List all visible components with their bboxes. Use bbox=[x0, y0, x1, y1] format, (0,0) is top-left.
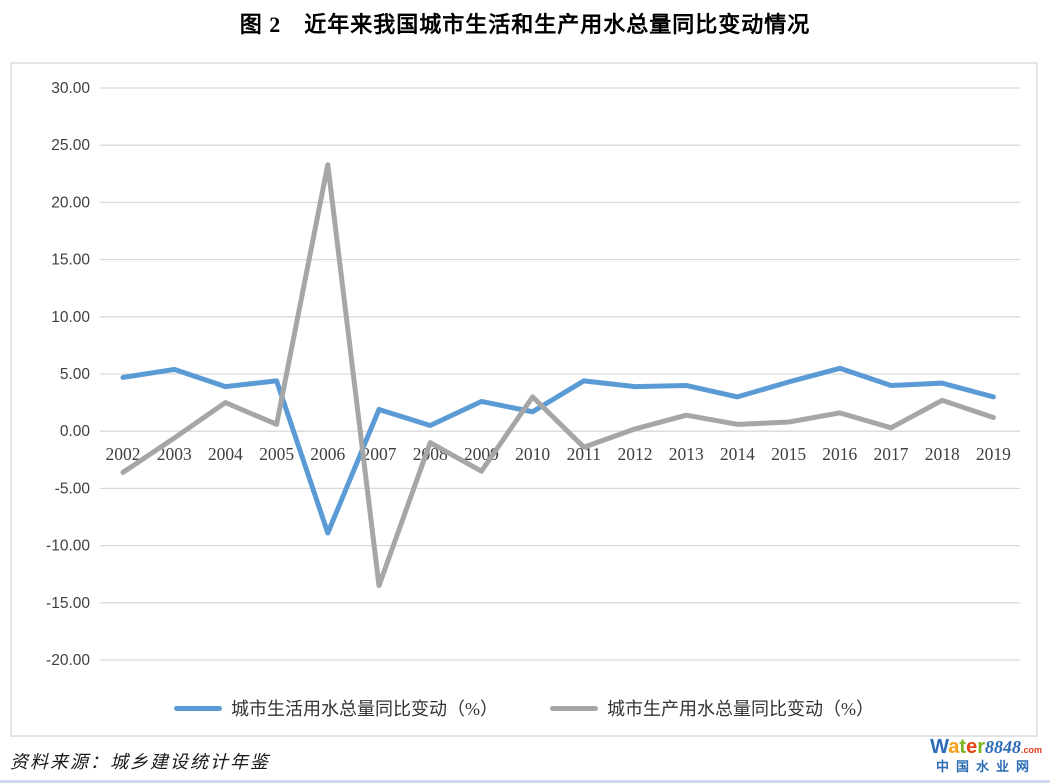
x-axis-label: 2014 bbox=[720, 444, 755, 464]
x-axis-label: 2011 bbox=[567, 444, 601, 464]
logo-letter: a bbox=[948, 736, 960, 758]
x-axis-label: 2013 bbox=[669, 444, 704, 464]
y-axis-label: 5.00 bbox=[60, 366, 91, 383]
bottom-border bbox=[0, 780, 1050, 783]
legend-swatch bbox=[550, 705, 598, 711]
logo-wordmark: Water8848.com bbox=[930, 737, 1042, 758]
legend-item: 城市生活用水总量同比变动（%） bbox=[174, 695, 498, 721]
y-axis-label: 20.00 bbox=[51, 194, 90, 211]
logo-letter: t bbox=[959, 736, 967, 758]
logo-number: 8848 bbox=[984, 737, 1021, 757]
x-axis-label: 2003 bbox=[157, 444, 192, 464]
x-axis-label: 2016 bbox=[822, 444, 857, 464]
logo-letter: e bbox=[966, 736, 978, 758]
y-axis-label: -15.00 bbox=[46, 595, 90, 612]
logo-letter: W bbox=[930, 736, 949, 758]
legend-label: 城市生产用水总量同比变动（%） bbox=[607, 699, 874, 719]
water8848-logo[interactable]: Water8848.com 中国水业网 bbox=[930, 737, 1042, 774]
x-axis-label: 2010 bbox=[515, 444, 550, 464]
logo-subtitle: 中国水业网 bbox=[936, 759, 1037, 774]
y-axis-label: 15.00 bbox=[51, 252, 90, 269]
x-axis-label: 2002 bbox=[106, 444, 141, 464]
logo-tld: .com bbox=[1020, 745, 1042, 755]
y-axis-label: 0.00 bbox=[60, 423, 91, 440]
x-axis-label: 2017 bbox=[874, 444, 909, 464]
y-axis-label: 10.00 bbox=[51, 309, 90, 326]
y-axis-label: 25.00 bbox=[51, 137, 90, 154]
chart-frame: 30.00 25.00 20.00 15.00 10.00 5.00 0.00 -5.00 -1… bbox=[10, 62, 1038, 737]
logo-letter: r bbox=[977, 736, 985, 758]
x-axis-label: 2007 bbox=[362, 444, 397, 464]
x-axis-label: 2004 bbox=[208, 444, 243, 464]
y-axis-label: -5.00 bbox=[55, 480, 91, 497]
page-title: 图 2 近年来我国城市生活和生产用水总量同比变动情况 bbox=[239, 12, 811, 37]
y-axis-label: -20.00 bbox=[46, 652, 90, 669]
x-axis-label: 2012 bbox=[618, 444, 653, 464]
legend-swatch bbox=[174, 705, 222, 711]
source-note: 资料来源：城乡建设统计年鉴 bbox=[10, 752, 270, 772]
legend-item: 城市生产用水总量同比变动（%） bbox=[550, 695, 874, 721]
x-axis-label: 2018 bbox=[925, 444, 960, 464]
x-axis-label: 2006 bbox=[310, 444, 345, 464]
x-axis-label: 2015 bbox=[771, 444, 806, 464]
chart-plot-area: 30.00 25.00 20.00 15.00 10.00 5.00 0.00 -5.00 -1… bbox=[46, 80, 1020, 669]
x-axis-label: 2005 bbox=[259, 444, 294, 464]
y-axis-label: 30.00 bbox=[51, 80, 90, 97]
x-axis-label: 2019 bbox=[976, 444, 1011, 464]
chart-legend: 城市生活用水总量同比变动（%） 城市生产用水总量同比变动（%） bbox=[12, 695, 1036, 721]
series-line-0 bbox=[120, 365, 996, 536]
y-axis-label: -10.00 bbox=[46, 538, 90, 555]
series-line-1 bbox=[120, 162, 996, 589]
logo-wordmark-letters: Water bbox=[930, 736, 985, 758]
legend-label: 城市生活用水总量同比变动（%） bbox=[231, 699, 498, 719]
